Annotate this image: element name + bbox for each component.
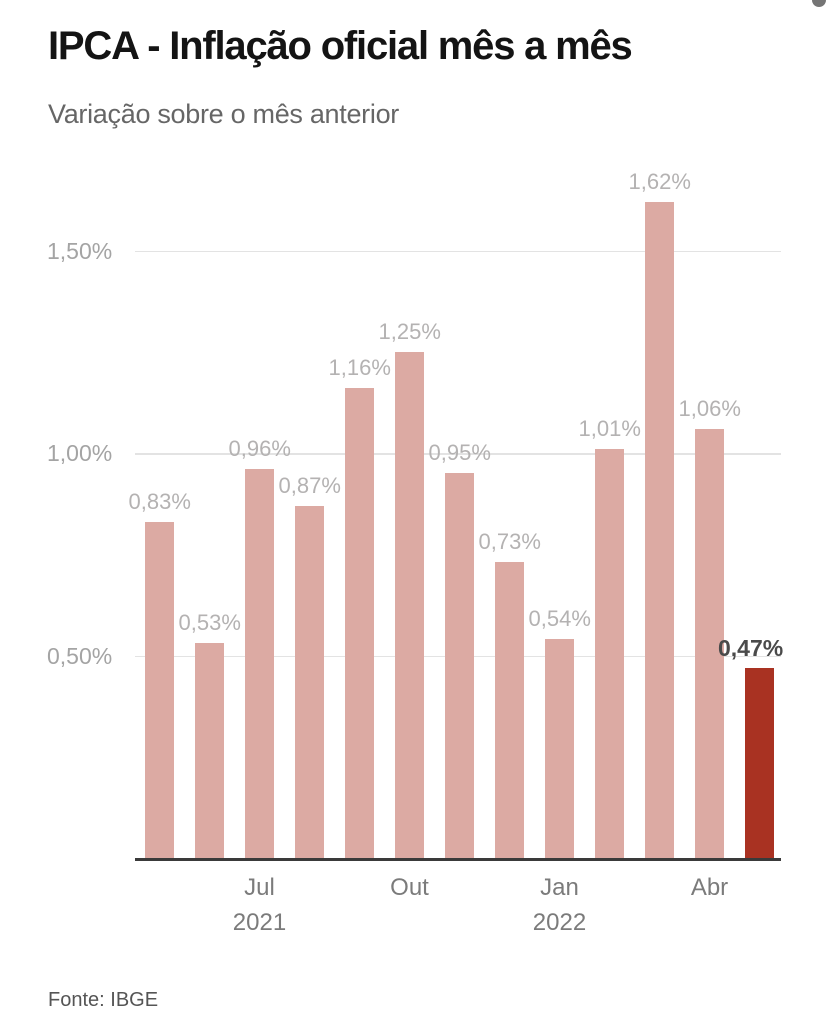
bar (495, 562, 524, 858)
x-axis-tick-label: Abr (690, 874, 729, 901)
chart-title: IPCA - Inflação oficial mês a mês (48, 24, 633, 68)
x-axis-tick-label: Jan (540, 874, 579, 901)
chart-subtitle: Variação sobre o mês anterior (48, 99, 399, 129)
bar (695, 428, 724, 858)
bar-value-label: 1,01% (578, 415, 641, 441)
bar (145, 521, 174, 858)
y-axis-tick-label: 1,00% (47, 440, 113, 466)
corner-dot-icon (812, 0, 826, 7)
source-note: Fonte: IBGE (48, 989, 159, 1011)
bar-value-label: 0,95% (428, 440, 491, 466)
gridline (135, 250, 781, 252)
bar-value-label: 0,54% (528, 606, 591, 632)
bar (245, 469, 274, 858)
bar-value-label: 0,53% (178, 610, 241, 636)
bar (345, 388, 374, 858)
bar-value-label: 0,87% (278, 472, 341, 498)
bar-value-label: 0,96% (228, 436, 291, 462)
x-axis-tick-sublabel: 2022 (532, 909, 587, 936)
bar (395, 351, 424, 858)
bar-value-label: 0,47% (718, 634, 784, 661)
bar (445, 473, 474, 858)
x-axis-tick-label: Out (390, 874, 429, 901)
gridline (135, 453, 781, 455)
bar (295, 505, 324, 858)
bar-value-label: 0,83% (128, 488, 191, 514)
bar-value-label: 1,25% (378, 318, 441, 344)
bar-value-label: 1,16% (328, 355, 391, 381)
bar (645, 201, 674, 858)
x-axis-line (135, 858, 781, 861)
y-axis-tick-label: 0,50% (47, 642, 113, 669)
x-axis-tick-label: Jul (244, 874, 275, 901)
bar (595, 448, 624, 858)
bar (545, 639, 574, 858)
bar-value-label: 1,62% (628, 168, 691, 194)
bar-value-label: 1,06% (678, 395, 741, 421)
y-axis-tick-label: 1,50% (47, 237, 113, 264)
x-axis-tick-sublabel: 2021 (232, 909, 287, 936)
bar-value-label: 0,73% (478, 529, 541, 555)
bar (195, 643, 224, 858)
bar-highlight (745, 667, 774, 858)
